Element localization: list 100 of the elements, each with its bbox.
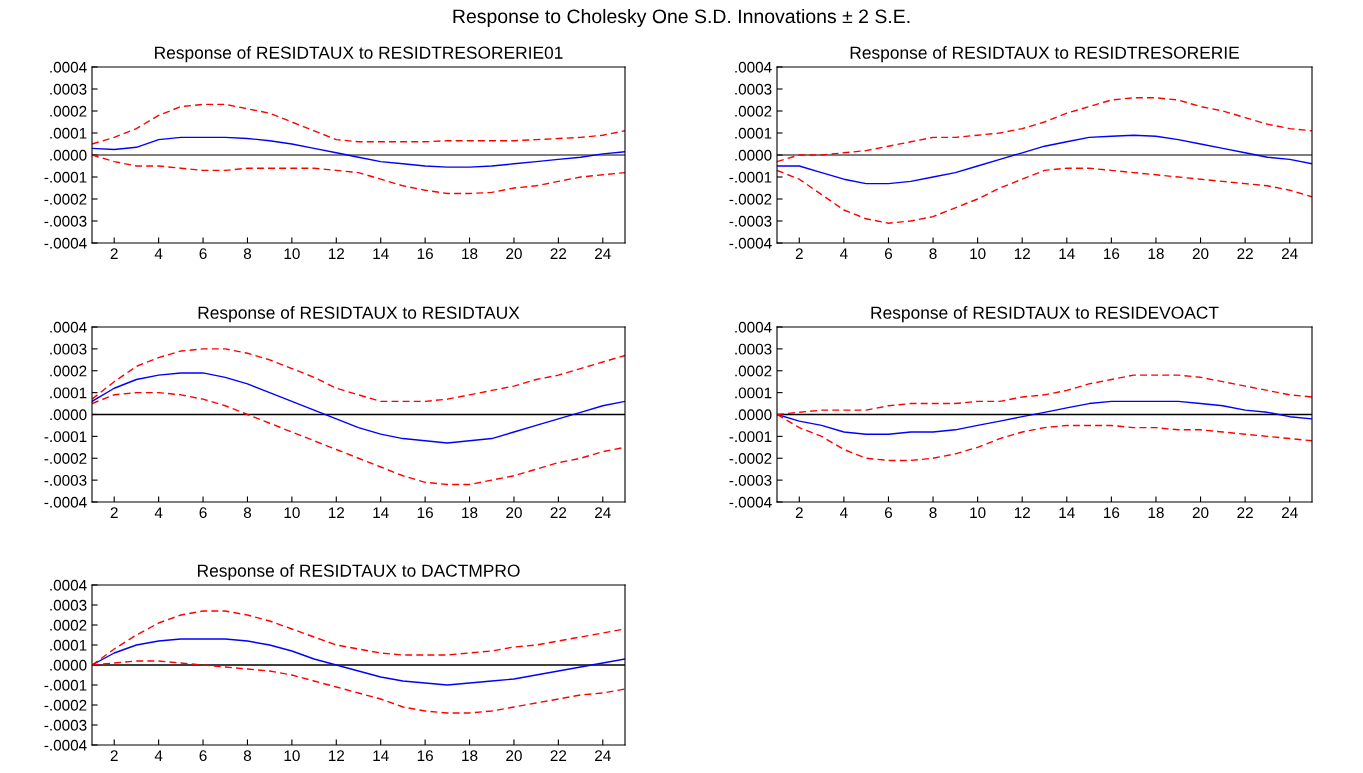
y-tick-label: -.0003 [44,215,87,227]
y-tick-label: -.0004 [729,496,772,508]
x-tick-label: 2 [110,248,118,259]
y-tick-label: .0002 [50,105,87,117]
y-tick-label: .0000 [50,149,87,161]
x-tick-label: 16 [1104,507,1120,519]
y-tick-label: .0002 [735,365,772,377]
y-tick-label: -.0004 [44,496,87,508]
x-tick-label: 4 [154,248,163,259]
x-tick-label: 4 [839,248,848,259]
x-tick-label: 2 [795,507,803,518]
x-tick-label: 18 [462,248,478,260]
x-tick-label: 12 [328,507,345,518]
x-tick-label: 14 [373,248,389,259]
x-tick-label: 4 [839,507,848,518]
y-tick-label: .0002 [50,365,87,377]
x-tick-label: 22 [550,248,567,259]
x-tick-label: 2 [795,248,803,259]
y-tick-label: .0003 [50,599,87,611]
x-tick-label: 6 [199,750,207,762]
x-tick-label: 22 [1237,248,1253,259]
x-tick-label: 12 [328,750,345,761]
y-tick-label: -.0004 [729,237,772,249]
x-tick-label: 14 [1059,507,1075,518]
chart-title: Response of RESIDTAUX to RESIDEVOACT [871,306,1219,323]
y-tick-label: .0001 [735,387,772,399]
x-tick-label: 8 [929,248,937,260]
x-tick-label: 24 [1281,507,1298,518]
text: Response to Cholesky One S.D. Innovations ± 2 S.E. [453,8,910,28]
x-tick-label: 4 [154,507,163,518]
x-tick-label: 6 [199,248,207,260]
x-tick-label: 10 [284,750,300,762]
y-tick-label: .0002 [50,619,87,631]
x-tick-label: 14 [373,750,389,761]
y-tick-label: .0004 [50,321,87,333]
x-tick-label: 8 [243,750,252,762]
x-tick-label: 22 [550,507,567,518]
x-tick-label: 22 [550,750,567,761]
x-tick-label: 18 [1148,248,1164,260]
x-tick-label: 18 [1148,507,1164,519]
x-tick-label: 2 [110,507,118,518]
y-tick-label: .0001 [50,127,87,139]
x-tick-label: 8 [929,507,937,519]
x-tick-label: 18 [462,507,478,519]
y-tick-label: -.0003 [729,215,772,227]
x-tick-label: 6 [884,507,893,519]
x-tick-label: 24 [1281,248,1298,259]
y-tick-label: .0004 [735,321,772,333]
x-tick-label: 10 [284,248,300,260]
x-tick-label: 20 [506,507,522,519]
x-tick-label: 12 [1014,507,1030,518]
y-tick-label: .0000 [735,149,772,161]
chart-title: Response of RESIDTAUX to DACTMPRO [198,564,520,581]
y-tick-label: .0000 [50,659,87,671]
x-tick-label: 4 [154,750,163,761]
x-tick-label: 20 [506,248,522,260]
y-tick-label: -.0002 [729,193,772,205]
x-tick-label: 16 [417,750,433,762]
y-tick-label: -.0001 [44,171,87,183]
x-tick-label: 18 [462,750,478,762]
x-tick-label: 20 [1192,248,1209,260]
y-tick-label: .0003 [50,343,87,355]
x-tick-label: 14 [373,507,389,518]
y-tick-label: -.0004 [44,739,87,751]
y-tick-label: -.0003 [729,474,772,486]
y-tick-label: -.0003 [44,474,87,486]
y-tick-label: -.0001 [44,679,87,691]
x-tick-label: 22 [1237,507,1253,518]
y-tick-label: .0000 [50,409,87,421]
y-tick-label: -.0001 [729,431,772,443]
x-tick-label: 6 [199,507,207,519]
x-tick-label: 12 [328,248,345,259]
x-tick-label: 8 [243,248,252,260]
x-tick-label: 16 [1104,248,1120,260]
y-tick-label: .0001 [735,127,772,139]
y-tick-label: .0003 [735,343,772,355]
y-tick-label: -.0002 [44,699,87,711]
y-tick-label: .0001 [50,387,87,399]
y-tick-label: .0003 [735,83,772,95]
x-tick-label: 10 [970,507,986,519]
x-tick-label: 6 [884,248,893,260]
chart-title: Response of RESIDTAUX to RESIDTAUX [198,306,520,323]
chart-title: Response of RESIDTAUX to RESIDTRESORERIE01 [155,46,563,63]
x-tick-label: 24 [595,750,611,761]
x-tick-label: 24 [595,507,611,518]
y-tick-label: -.0001 [44,431,87,443]
x-tick-label: 8 [243,507,252,519]
x-tick-label: 2 [110,750,118,761]
x-tick-label: 16 [417,248,433,260]
y-tick-label: .0003 [50,83,87,95]
x-tick-label: 12 [1014,248,1030,259]
x-tick-label: 24 [595,248,611,259]
y-tick-label: .0000 [735,409,772,421]
x-tick-label: 16 [417,507,433,519]
x-tick-label: 20 [506,750,522,762]
y-tick-label: -.0002 [729,453,772,464]
x-tick-label: 14 [1059,248,1075,259]
y-tick-label: .0004 [50,579,87,591]
x-tick-label: 10 [970,248,986,260]
y-tick-label: .0004 [735,61,772,73]
